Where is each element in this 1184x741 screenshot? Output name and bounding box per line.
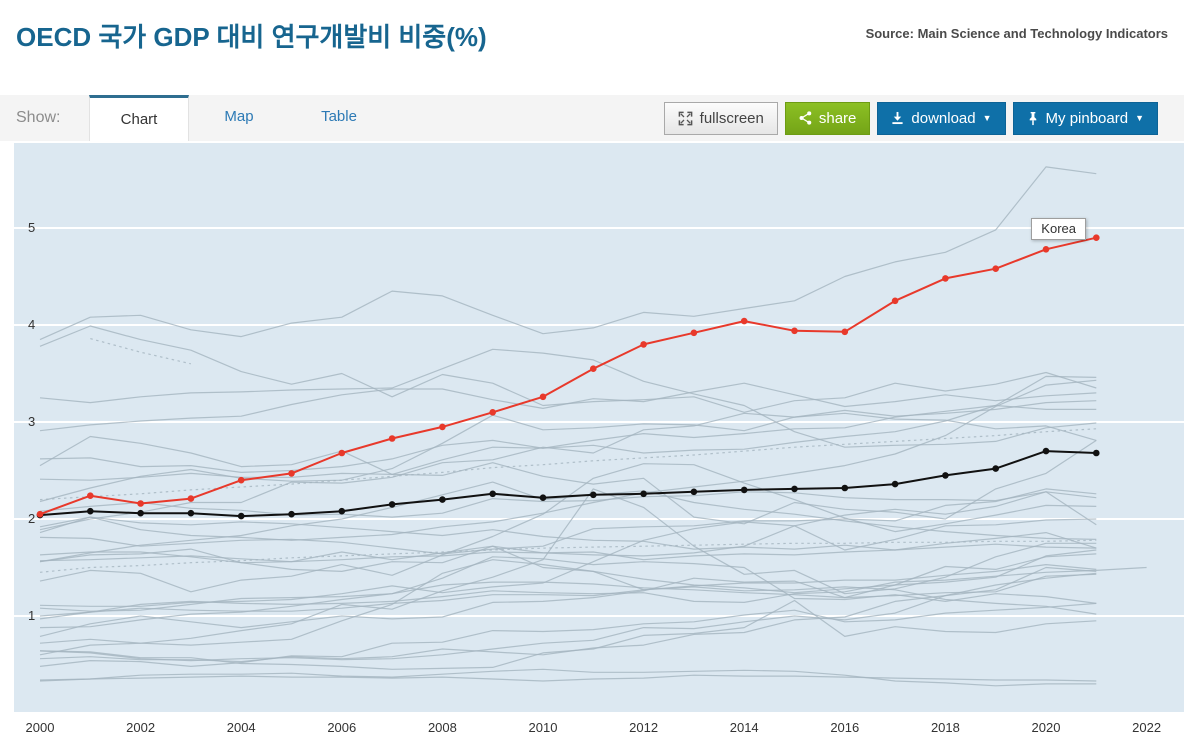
svg-text:5: 5 <box>28 220 35 235</box>
series-tooltip: Korea <box>1031 217 1086 240</box>
pinboard-label: My pinboard <box>1045 109 1129 127</box>
svg-text:2012: 2012 <box>629 720 658 735</box>
caret-down-icon: ▼ <box>982 112 992 123</box>
tab-table[interactable]: Table <box>321 108 357 125</box>
toolbar-buttons: fullscreen share download ▼ My pinboard … <box>663 95 1184 141</box>
share-button[interactable]: share <box>784 101 871 135</box>
download-label: download <box>911 109 976 127</box>
svg-text:2010: 2010 <box>529 720 558 735</box>
tab-map[interactable]: Map <box>224 108 254 125</box>
fullscreen-label: fullscreen <box>699 109 764 127</box>
chart-area: 1 2 3 4 5 2000 2002 2004 2006 2008 2010 2012 2014 201… <box>0 143 1184 741</box>
share-label: share <box>818 109 857 127</box>
svg-text:2000: 2000 <box>26 720 55 735</box>
svg-text:2020: 2020 <box>1032 720 1061 735</box>
svg-text:2018: 2018 <box>931 720 960 735</box>
view-toolbar: Show: Chart Map Table fullscreen share d… <box>0 95 1184 141</box>
tab-chart[interactable]: Chart <box>89 95 189 141</box>
pin-icon <box>1027 111 1039 126</box>
svg-text:2008: 2008 <box>428 720 457 735</box>
svg-text:1: 1 <box>28 608 35 623</box>
page-title: OECD 국가 GDP 대비 연구개발비 비중(%) <box>16 22 487 52</box>
share-icon <box>799 111 812 125</box>
download-icon <box>891 111 904 125</box>
svg-text:2022: 2022 <box>1132 720 1161 735</box>
svg-text:2: 2 <box>28 511 35 526</box>
source-note: Source: Main Science and Technology Indi… <box>865 26 1168 41</box>
svg-text:3: 3 <box>28 414 35 429</box>
svg-text:2006: 2006 <box>327 720 356 735</box>
caret-down-icon: ▼ <box>1135 112 1144 123</box>
page-header: OECD 국가 GDP 대비 연구개발비 비중(%) Source: Main … <box>0 0 1184 54</box>
fullscreen-button[interactable]: fullscreen <box>663 101 778 135</box>
svg-text:2014: 2014 <box>730 720 759 735</box>
svg-text:4: 4 <box>28 317 35 332</box>
svg-text:2002: 2002 <box>126 720 155 735</box>
fullscreen-icon <box>678 111 693 126</box>
download-button[interactable]: download ▼ <box>877 101 1006 135</box>
show-label: Show: <box>16 109 61 126</box>
svg-text:2016: 2016 <box>830 720 859 735</box>
svg-text:2004: 2004 <box>227 720 256 735</box>
chart-canvas[interactable]: 1 2 3 4 5 2000 2002 2004 2006 2008 2010 2012 2014 201… <box>14 143 1184 741</box>
pinboard-button[interactable]: My pinboard ▼ <box>1012 101 1158 135</box>
